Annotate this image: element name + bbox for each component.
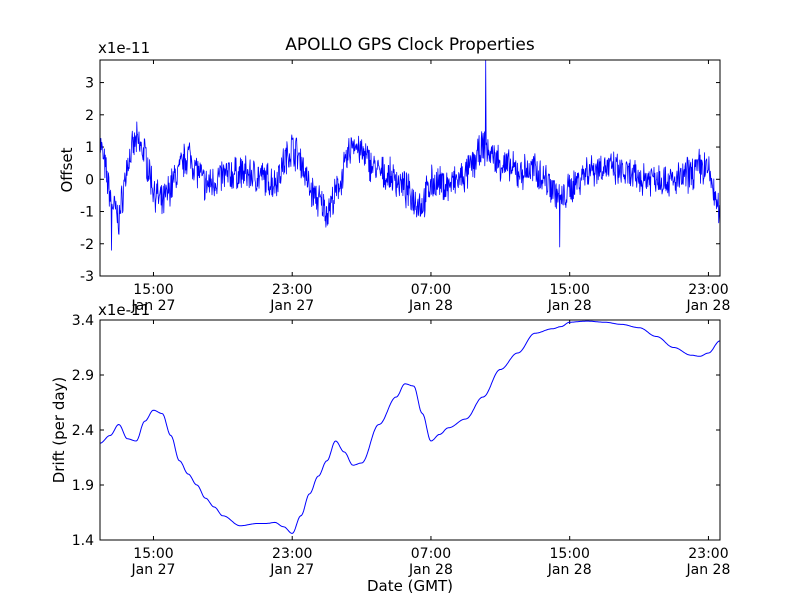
offset-ytick-label: 3 <box>85 76 94 92</box>
drift-xtick-date-label: Jan 27 <box>269 562 314 578</box>
offset-xtick-time-label: 23:00 <box>272 282 312 298</box>
offset-xtick-time-label: 15:00 <box>550 282 590 298</box>
drift-xtick-date-label: Jan 27 <box>131 562 176 578</box>
drift-xtick-date-label: Jan 28 <box>408 562 453 578</box>
drift-ytick-label: 3.4 <box>72 313 94 329</box>
drift-series <box>99 320 721 534</box>
drift-y-axis-label: Drift (per day) <box>50 377 68 484</box>
drift-ytick-label: 2.4 <box>72 423 94 439</box>
offset-panel: APOLLO GPS Clock Properties x1e-11 Offse… <box>58 35 730 314</box>
drift-xtick-time-label: 15:00 <box>550 546 590 562</box>
offset-xtick-date-label: Jan 28 <box>686 298 731 314</box>
offset-ytick-label: 2 <box>85 108 94 124</box>
offset-axis-multiplier: x1e-11 <box>98 39 150 57</box>
offset-y-axis-label: Offset <box>58 147 76 192</box>
offset-xtick-date-label: Jan 27 <box>269 298 314 314</box>
offset-plot-frame <box>99 59 721 277</box>
offset-ytick-label: -1 <box>80 205 94 221</box>
offset-xtick-date-label: Jan 27 <box>131 298 176 314</box>
offset-xtick-time-label: 15:00 <box>133 282 173 298</box>
offset-ytick-label: -2 <box>80 237 94 253</box>
drift-xtick-time-label: 23:00 <box>688 546 728 562</box>
drift-series-line <box>99 320 721 534</box>
offset-series-line <box>99 59 721 251</box>
offset-xtick-date-label: Jan 28 <box>547 298 592 314</box>
offset-ytick-label: 1 <box>85 140 94 156</box>
offset-xtick-time-label: 23:00 <box>688 282 728 298</box>
chart-title: APOLLO GPS Clock Properties <box>285 35 535 55</box>
offset-ytick-label: -3 <box>80 269 94 285</box>
drift-plot-frame <box>99 319 721 541</box>
drift-xtick-time-label: 07:00 <box>411 546 451 562</box>
drift-ytick-label: 1.9 <box>72 478 94 494</box>
drift-xtick-date-label: Jan 28 <box>547 562 592 578</box>
drift-xtick-time-label: 15:00 <box>133 546 173 562</box>
drift-xtick-time-label: 23:00 <box>272 546 312 562</box>
offset-xtick-date-label: Jan 28 <box>408 298 453 314</box>
offset-ytick-label: 0 <box>85 172 94 188</box>
drift-xtick-date-label: Jan 28 <box>686 562 731 578</box>
drift-axis-multiplier: x1e-11 <box>98 301 150 319</box>
drift-x-axis-label: Date (GMT) <box>367 577 453 595</box>
drift-panel: x1e-11 Drift (per day) Date (GMT) 1.4 1.9… <box>50 301 730 595</box>
drift-ytick-label: 2.9 <box>72 368 94 384</box>
offset-series <box>99 59 721 251</box>
offset-xtick-time-label: 07:00 <box>411 282 451 298</box>
drift-ytick-label: 1.4 <box>72 533 94 549</box>
